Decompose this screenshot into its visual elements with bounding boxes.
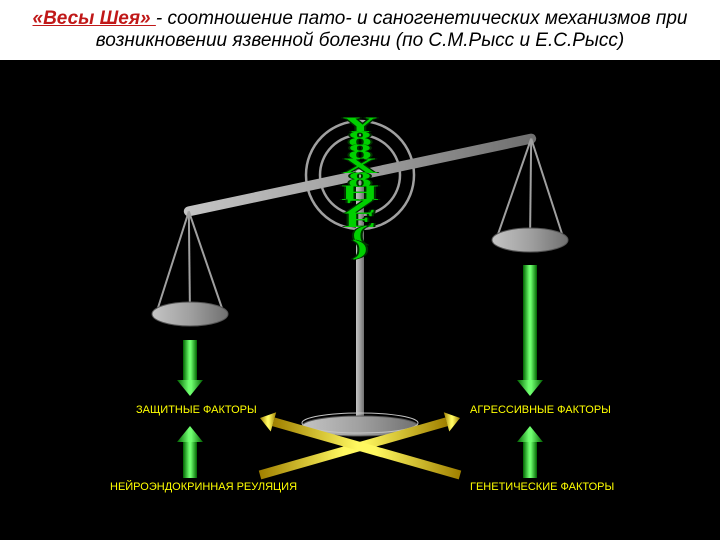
label-aggressive: АГРЕССИВНЫЕ ФАКТОРЫ: [470, 404, 611, 416]
label-neuro: НЕЙРОЭНДОКРИННАЯ РЕУЛЯЦИЯ: [110, 481, 297, 493]
label-genetic: ГЕНЕТИЧЕСКИЕ ФАКТОРЫ: [470, 481, 614, 493]
diagram-stage: Y88X8HZE() ЗАЩИТНЫЕ ФАКТОРЫ АГРЕССИВНЫЕ …: [0, 60, 720, 530]
header-rest: - соотношение пато- и саногенетических м…: [96, 8, 688, 51]
coil-text: Y88X8HZE(): [346, 118, 374, 233]
header-title: «Весы Шея»: [33, 8, 156, 29]
label-protective: ЗАЩИТНЫЕ ФАКТОРЫ: [136, 404, 257, 416]
header: «Весы Шея» - соотношение пато- и саноген…: [0, 0, 720, 60]
